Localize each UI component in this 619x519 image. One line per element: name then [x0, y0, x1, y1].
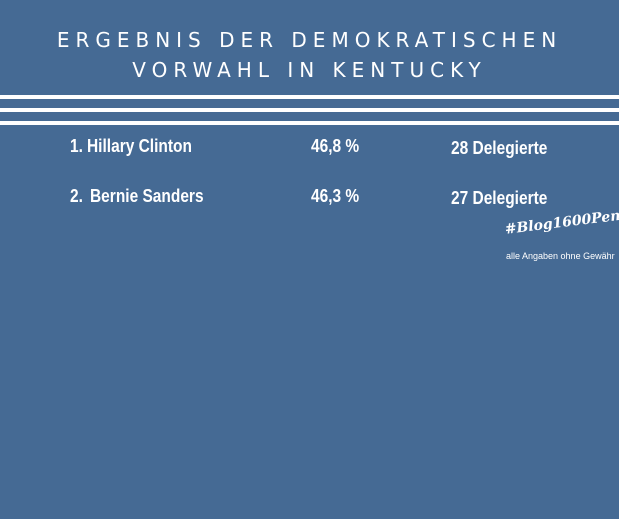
result-rank: 1.	[70, 136, 83, 156]
result-delegates: 28 Delegierte	[451, 138, 548, 158]
divider-stripe	[0, 108, 619, 112]
disclaimer-text: alle Angaben ohne Gewähr	[506, 251, 615, 261]
result-candidate: Bernie Sanders	[90, 186, 204, 206]
divider-stripe	[0, 95, 619, 99]
result-rank: 2.	[70, 186, 83, 206]
divider-stripe	[0, 121, 619, 125]
title-line-2: VORWAHL IN KENTUCKY	[132, 58, 487, 82]
result-percent: 46,8 %	[311, 136, 360, 156]
result-candidate: Hillary Clinton	[87, 136, 192, 156]
result-percent: 46,3 %	[311, 186, 360, 206]
blog-handle: #Blog1600Penn	[504, 206, 619, 238]
result-delegates: 27 Delegierte	[451, 188, 548, 208]
title-line-1: ERGEBNIS DER DEMOKRATISCHEN	[56, 28, 563, 52]
